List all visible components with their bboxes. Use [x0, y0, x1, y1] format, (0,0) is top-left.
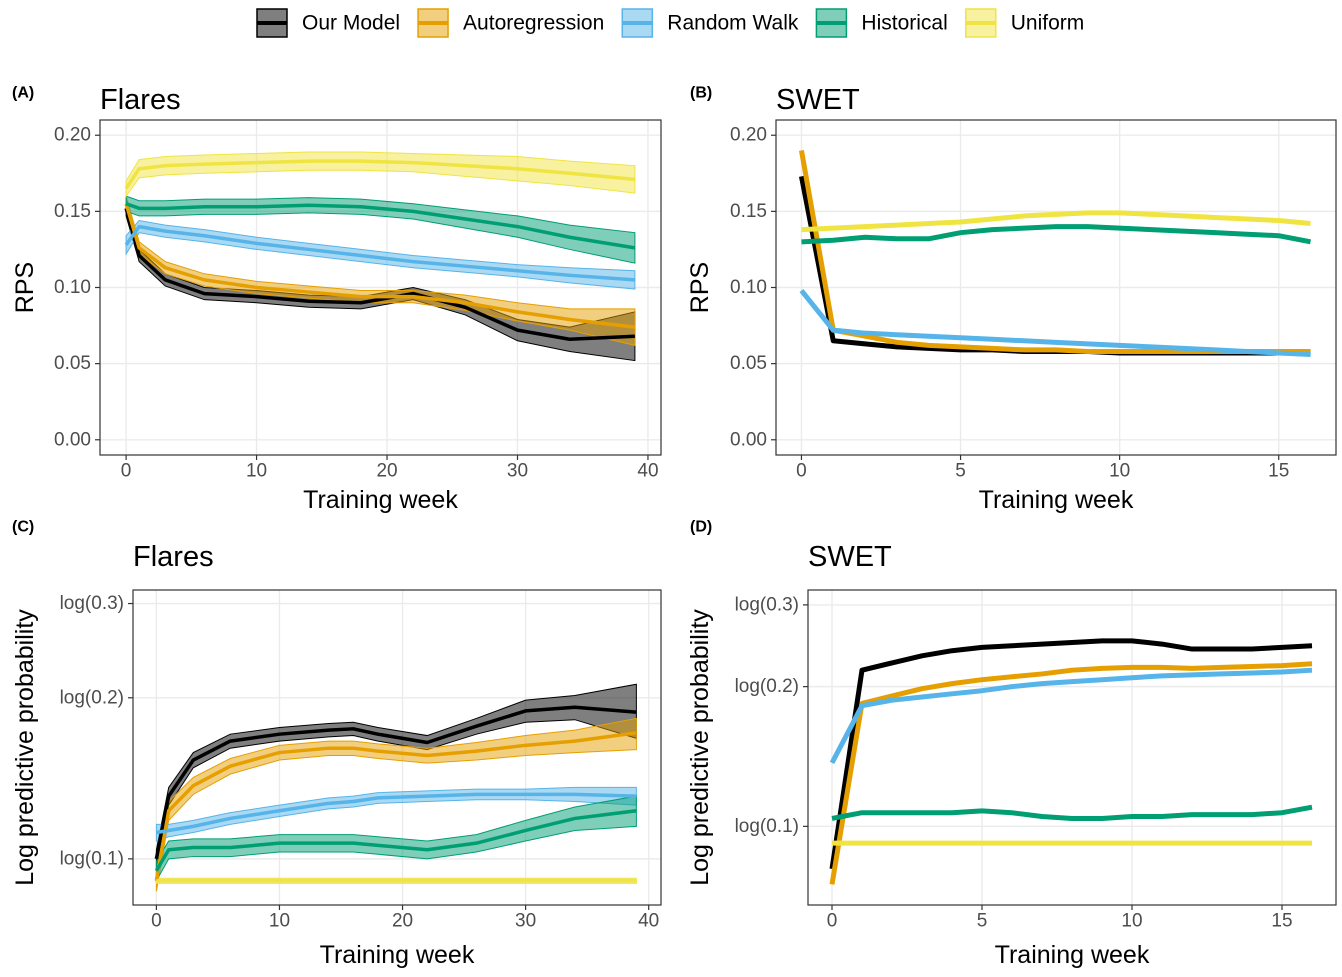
panel-border	[807, 589, 1337, 906]
panel-label: (B)	[690, 85, 712, 102]
y-tick-label: 0.20	[54, 125, 91, 146]
y-axis-title: Log predictive probability	[11, 609, 39, 886]
panel-border	[775, 119, 1337, 456]
x-axis-title: Training week	[979, 486, 1134, 514]
legend-label: Random Walk	[667, 12, 799, 35]
ribbon	[125, 195, 636, 346]
x-tick-label: 0	[121, 461, 132, 482]
x-axis-title: Training week	[995, 941, 1150, 969]
legend-label: Uniform	[1011, 12, 1085, 35]
series-line	[829, 667, 1313, 765]
x-tick-label: 0	[827, 911, 838, 932]
ribbon	[155, 795, 637, 883]
series-line	[124, 207, 635, 342]
panel-label: (A)	[12, 85, 34, 102]
ribbon	[125, 195, 636, 264]
chart-title: SWET	[808, 541, 892, 573]
y-tick-label: log(0.3)	[735, 594, 799, 615]
legend-label: Our Model	[302, 12, 400, 35]
panel-label: (D)	[690, 519, 712, 536]
panel-border	[132, 589, 662, 906]
y-axis-title: RPS	[11, 262, 39, 313]
y-tick-label: 0.00	[730, 429, 767, 450]
series-line	[801, 224, 1312, 245]
y-tick-label: log(0.2)	[735, 676, 799, 697]
x-tick-label: 40	[638, 911, 659, 932]
legend-label: Historical	[861, 12, 947, 35]
y-tick-label: log(0.2)	[60, 687, 124, 708]
x-axis-title: Training week	[320, 941, 475, 969]
y-axis-title: Log predictive probability	[686, 609, 714, 886]
series-line	[124, 203, 636, 329]
legend-label: Autoregression	[463, 12, 604, 35]
x-tick-label: 30	[515, 911, 536, 932]
chart-title: Flares	[133, 541, 214, 573]
series-line	[801, 210, 1311, 233]
series-line	[829, 638, 1313, 870]
x-tick-label: 10	[1109, 461, 1130, 482]
x-tick-label: 0	[796, 461, 807, 482]
series-line	[124, 159, 636, 190]
series-line	[156, 792, 637, 835]
y-tick-label: log(0.3)	[60, 593, 124, 614]
y-tick-label: 0.15	[54, 201, 91, 222]
y-tick-label: 0.05	[54, 353, 91, 374]
panel-label: (C)	[12, 519, 34, 536]
x-tick-label: 15	[1268, 461, 1289, 482]
y-tick-label: log(0.1)	[735, 816, 799, 837]
series-line	[125, 202, 636, 250]
series-line	[799, 288, 1311, 357]
legend: Our Model Autoregression Random Walk Histor…	[256, 8, 1085, 38]
y-tick-label: 0.10	[54, 277, 91, 298]
panel-border	[99, 119, 662, 456]
x-tick-label: 15	[1271, 911, 1292, 932]
chart-title: Flares	[100, 84, 181, 116]
y-tick-label: 0.20	[730, 125, 767, 146]
y-tick-label: 0.15	[730, 201, 767, 222]
x-tick-label: 40	[637, 461, 658, 482]
ribbon	[125, 219, 636, 290]
x-axis-title: Training week	[303, 486, 458, 514]
y-tick-label: 0.00	[54, 429, 91, 450]
y-tick-label: log(0.1)	[60, 848, 124, 869]
chart-title: SWET	[776, 84, 860, 116]
y-tick-label: 0.10	[730, 277, 767, 298]
series-line	[154, 731, 637, 882]
x-tick-label: 10	[1121, 911, 1142, 932]
x-tick-label: 5	[977, 911, 988, 932]
series-line	[154, 705, 637, 860]
x-tick-label: 0	[151, 911, 162, 932]
x-tick-label: 5	[955, 461, 966, 482]
x-tick-label: 10	[269, 911, 290, 932]
series-line	[829, 661, 1313, 885]
x-tick-label: 20	[376, 461, 397, 482]
x-tick-label: 20	[392, 911, 413, 932]
x-tick-label: 30	[507, 461, 528, 482]
panel-background	[808, 590, 1336, 905]
x-tick-label: 10	[246, 461, 267, 482]
series-line	[831, 804, 1313, 821]
series-line	[124, 224, 636, 282]
y-tick-label: 0.05	[730, 353, 767, 374]
series-line	[154, 809, 637, 872]
y-axis-title: RPS	[686, 262, 714, 313]
